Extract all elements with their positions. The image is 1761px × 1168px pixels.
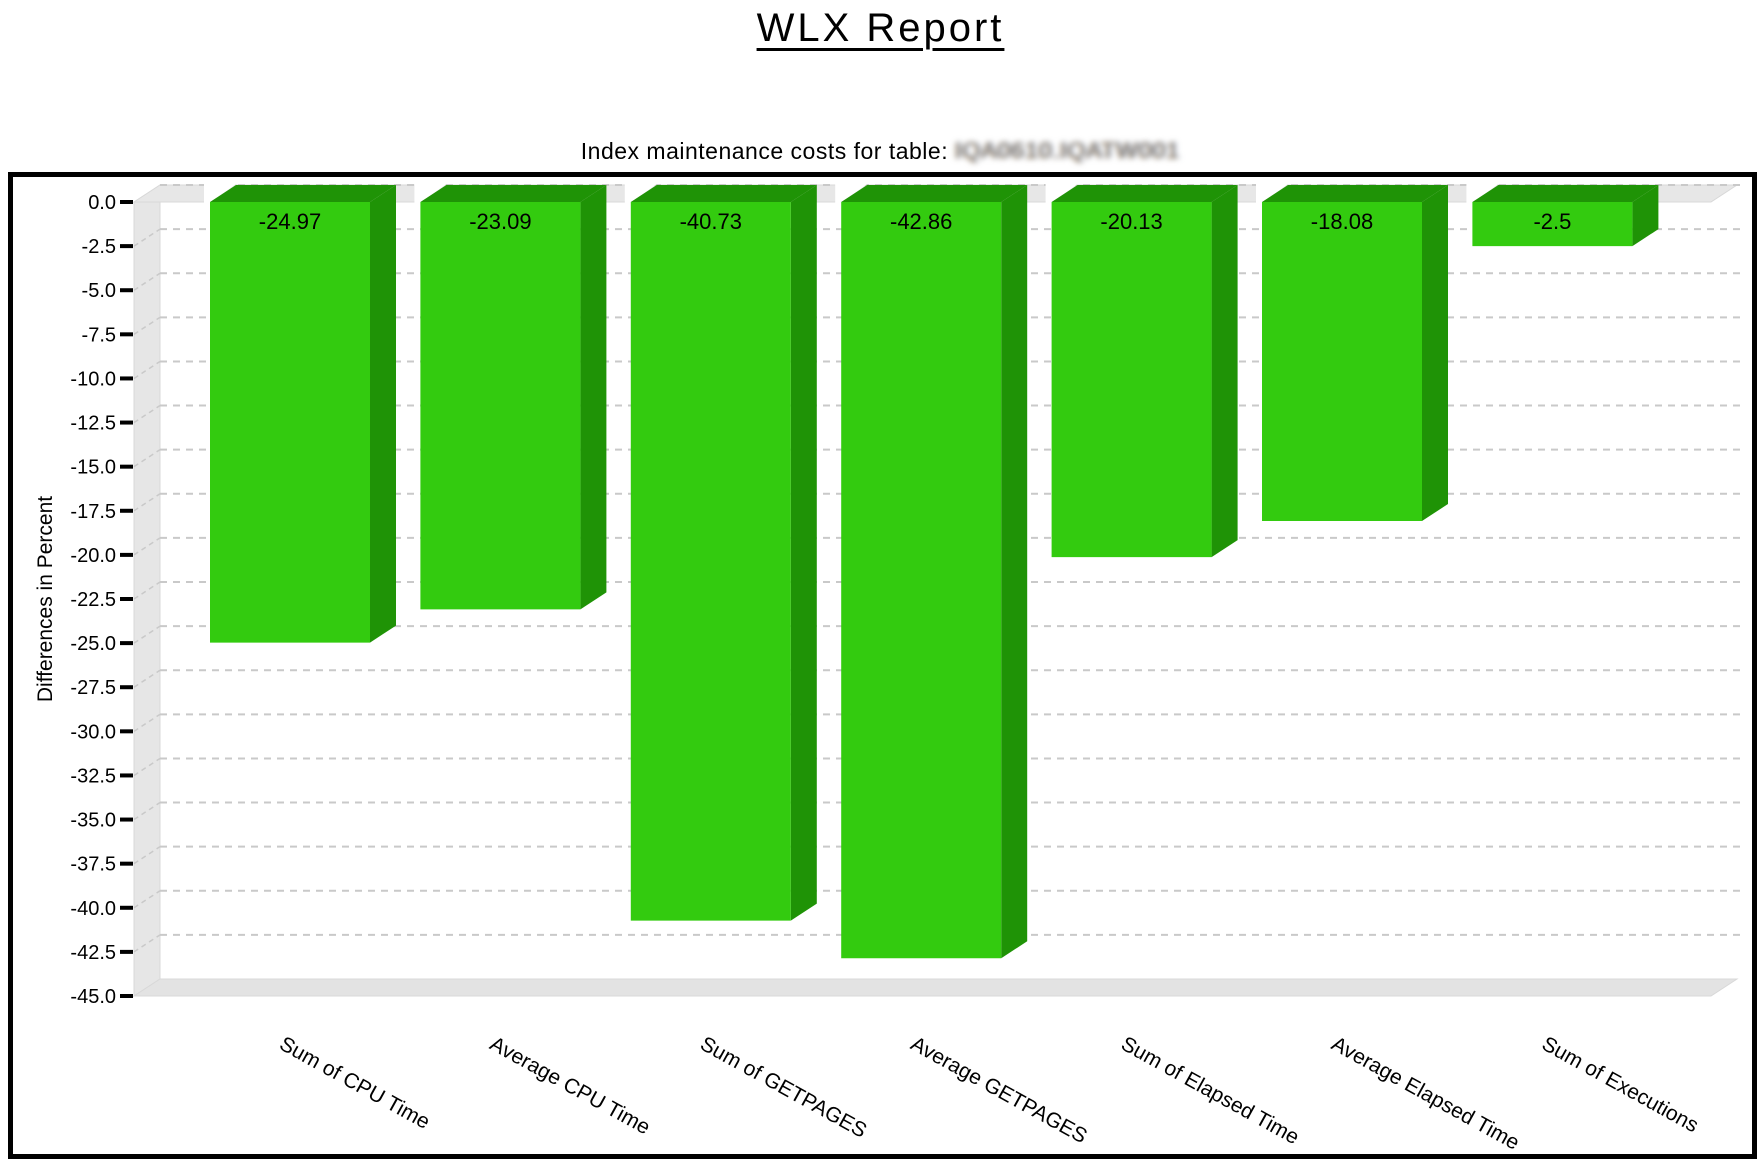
bar-side-face-sum-of-getpages <box>790 185 817 921</box>
y-tick-label: -42.5 <box>70 942 116 964</box>
bar-value-label: -20.13 <box>1100 209 1162 234</box>
y-tick-label: -37.5 <box>70 854 116 876</box>
y-axis-tick <box>120 332 133 337</box>
y-tick-label: -10.0 <box>70 368 116 390</box>
y-axis-tick <box>120 597 133 601</box>
bar-side-face-average-cpu-time <box>580 185 607 610</box>
y-axis-tick <box>120 641 133 646</box>
y-axis-tick <box>120 288 133 293</box>
bar-top-gap <box>624 184 657 203</box>
y-tick-label: -27.5 <box>70 677 116 699</box>
chart-floor <box>132 978 1739 997</box>
bar-value-label: -23.09 <box>469 209 531 234</box>
bar-value-label: -18.08 <box>1311 209 1373 234</box>
bar-top-gap <box>835 184 868 203</box>
bar-front-face-sum-of-executions <box>1472 202 1633 247</box>
y-axis-tick <box>120 949 133 954</box>
bar-front-face-average-getpages <box>841 202 1002 959</box>
y-axis-tick <box>120 861 133 866</box>
y-axis-tick <box>120 464 133 469</box>
bar-top-face-sum-of-getpages <box>630 185 817 202</box>
bar-value-label: -42.86 <box>890 209 952 234</box>
y-tick-label: -32.5 <box>70 765 116 787</box>
bar-top-gap <box>1256 184 1288 203</box>
chart-subtitle: Index maintenance costs for table: IQA06… <box>0 137 1761 165</box>
y-axis-tick <box>120 817 133 822</box>
y-axis-tick <box>120 729 133 734</box>
bar-side-face-average-getpages <box>1001 185 1028 959</box>
y-tick-label: -30.0 <box>70 721 116 743</box>
y-axis-title: Differences in Percent <box>34 496 57 702</box>
y-tick-label: -17.5 <box>70 501 116 523</box>
subtitle-prefix: Index maintenance costs for table: <box>580 138 955 164</box>
y-tick-label: -25.0 <box>70 633 116 655</box>
bar-top-face-average-cpu-time <box>420 185 607 202</box>
bar-top-face-average-elapsed-time <box>1262 185 1448 202</box>
y-tick-label: -2.5 <box>82 236 116 258</box>
y-tick-label: -35.0 <box>70 810 116 832</box>
bar-front-face-sum-of-cpu-time <box>210 202 370 643</box>
bar-top-face-sum-of-elapsed-time <box>1051 185 1238 202</box>
y-axis-tick <box>120 200 133 204</box>
bar-front-face-sum-of-elapsed-time <box>1051 202 1212 558</box>
table-name-redacted: IQA0610.IQATW001 <box>954 137 1181 163</box>
category-label: Average GETPAGES <box>907 1032 1091 1148</box>
y-axis-tick <box>120 420 133 425</box>
y-axis-tick <box>120 773 133 778</box>
y-tick-label: -45.0 <box>70 986 116 1008</box>
bar-front-face-average-cpu-time <box>420 202 581 610</box>
y-axis-tick <box>120 685 133 690</box>
y-axis-tick <box>120 376 133 381</box>
y-axis-tick <box>120 552 133 557</box>
bar-top-gap <box>204 184 236 203</box>
bar-value-label: -2.5 <box>1533 209 1571 234</box>
bar-top-face-average-getpages <box>841 185 1028 202</box>
category-label: Sum of CPU Time <box>276 1032 434 1134</box>
bar-side-face-sum-of-executions <box>1632 185 1659 247</box>
bar-side-face-sum-of-elapsed-time <box>1211 185 1238 558</box>
y-tick-label: -7.5 <box>82 324 116 346</box>
y-tick-label: -15.0 <box>70 457 116 479</box>
chart-left-wall <box>133 184 161 997</box>
bar-side-face-sum-of-cpu-time <box>370 185 396 643</box>
category-label: Sum of Elapsed Time <box>1117 1032 1303 1149</box>
y-tick-label: -5.0 <box>82 280 116 302</box>
bar-front-face-sum-of-getpages <box>630 202 791 921</box>
y-axis-tick <box>120 905 133 910</box>
y-tick-label: -20.0 <box>70 545 116 567</box>
y-axis-tick <box>120 508 133 513</box>
bar-value-label: -24.97 <box>259 209 321 234</box>
report-title: WLX Report <box>756 6 1005 50</box>
bar-top-gap <box>1045 184 1078 203</box>
chart-frame: 0.0 -2.5 -5.0 -7.5 -10.0 -12.5 -15.0 -17.5 -20.0… <box>8 172 1757 1159</box>
y-tick-label: -22.5 <box>70 589 116 611</box>
bar-side-face-average-elapsed-time <box>1422 185 1448 522</box>
y-tick-label: -40.0 <box>70 898 116 920</box>
category-label: Sum of GETPAGES <box>696 1032 870 1142</box>
y-axis-tick <box>120 994 133 998</box>
bar-top-gap <box>414 184 447 203</box>
bar-chart-3d: 0.0 -2.5 -5.0 -7.5 -10.0 -12.5 -15.0 -17.5 -20.0… <box>34 184 1742 1154</box>
category-label: Sum of Executions <box>1538 1032 1702 1137</box>
bar-top-face-sum-of-executions <box>1472 185 1659 202</box>
bar-top-face-sum-of-cpu-time <box>210 185 396 202</box>
y-tick-label: -12.5 <box>70 413 116 435</box>
bar-value-label: -40.73 <box>680 209 742 234</box>
bar-front-face-average-elapsed-time <box>1262 202 1422 522</box>
category-label: Average CPU Time <box>486 1032 654 1139</box>
y-tick-label: 0.0 <box>88 192 116 214</box>
category-label: Average Elapsed Time <box>1328 1032 1524 1154</box>
y-axis-tick <box>120 244 133 249</box>
bar-top-gap <box>1466 184 1499 203</box>
